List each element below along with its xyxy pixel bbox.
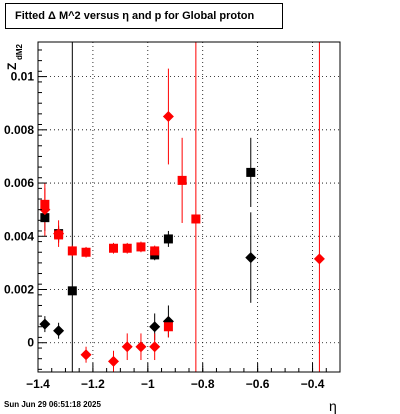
data-point-diamond [313,253,325,265]
x-axis-label: η [329,398,337,414]
y-tick-label: 0.008 [4,123,34,137]
data-point-diamond [80,349,92,361]
data-point-diamond [108,355,119,367]
data-point-square [163,322,173,332]
chart-title: Fitted Δ M^2 versus η and p for Global p… [5,3,283,29]
x-tick-label: −1.2 [81,377,105,391]
data-point-diamond [39,318,51,330]
data-point-diamond [53,228,65,240]
x-tick-label: −0.4 [301,377,325,391]
data-point-square [246,167,256,177]
data-point-diamond [149,321,161,333]
error-bars [44,42,320,372]
data-point-diamond [149,341,161,353]
y-tick-label: 0.004 [4,229,34,243]
y-axis-label-main: Z [5,63,19,70]
x-tick-label: −0.6 [246,377,270,391]
data-point-diamond [162,111,174,123]
timestamp-footer: Sun Jun 29 06:51:18 2025 [4,400,101,409]
y-axis-label-sub: dM2 [15,43,24,60]
y-tick-label: 0.006 [4,176,34,190]
data-point-square [67,286,77,296]
data-point-square [163,234,173,244]
plot-frame [37,41,341,373]
data-point-square [40,213,50,223]
data-point-diamond [135,341,147,353]
data-point-diamond [121,341,133,353]
x-tick-label: −1 [141,377,155,391]
y-tick-label: 0.01 [11,70,35,84]
data-point-square [191,214,201,224]
grid-lines [37,42,340,372]
data-point-square [67,246,77,256]
data-point-diamond [53,325,65,337]
x-tick-label: −1.4 [26,377,50,391]
data-point-square [177,175,187,185]
data-markers [39,111,325,367]
data-point-diamond [39,204,51,216]
data-point-square [122,243,132,253]
data-point-diamond [245,252,257,264]
data-point-square [136,242,146,252]
x-tick-label: −0.8 [191,377,215,391]
tick-labels: −1.4 −1.2 −1 −0.8 −0.6 −0.4 0 0.002 0.004 0.006 0.… [4,70,325,391]
data-point-square [109,243,118,253]
y-tick-label: 0.002 [4,283,34,297]
axis-ticks [37,49,341,372]
data-point-square [81,247,91,257]
data-point-square [150,246,160,256]
y-tick-label: 0 [27,336,34,350]
